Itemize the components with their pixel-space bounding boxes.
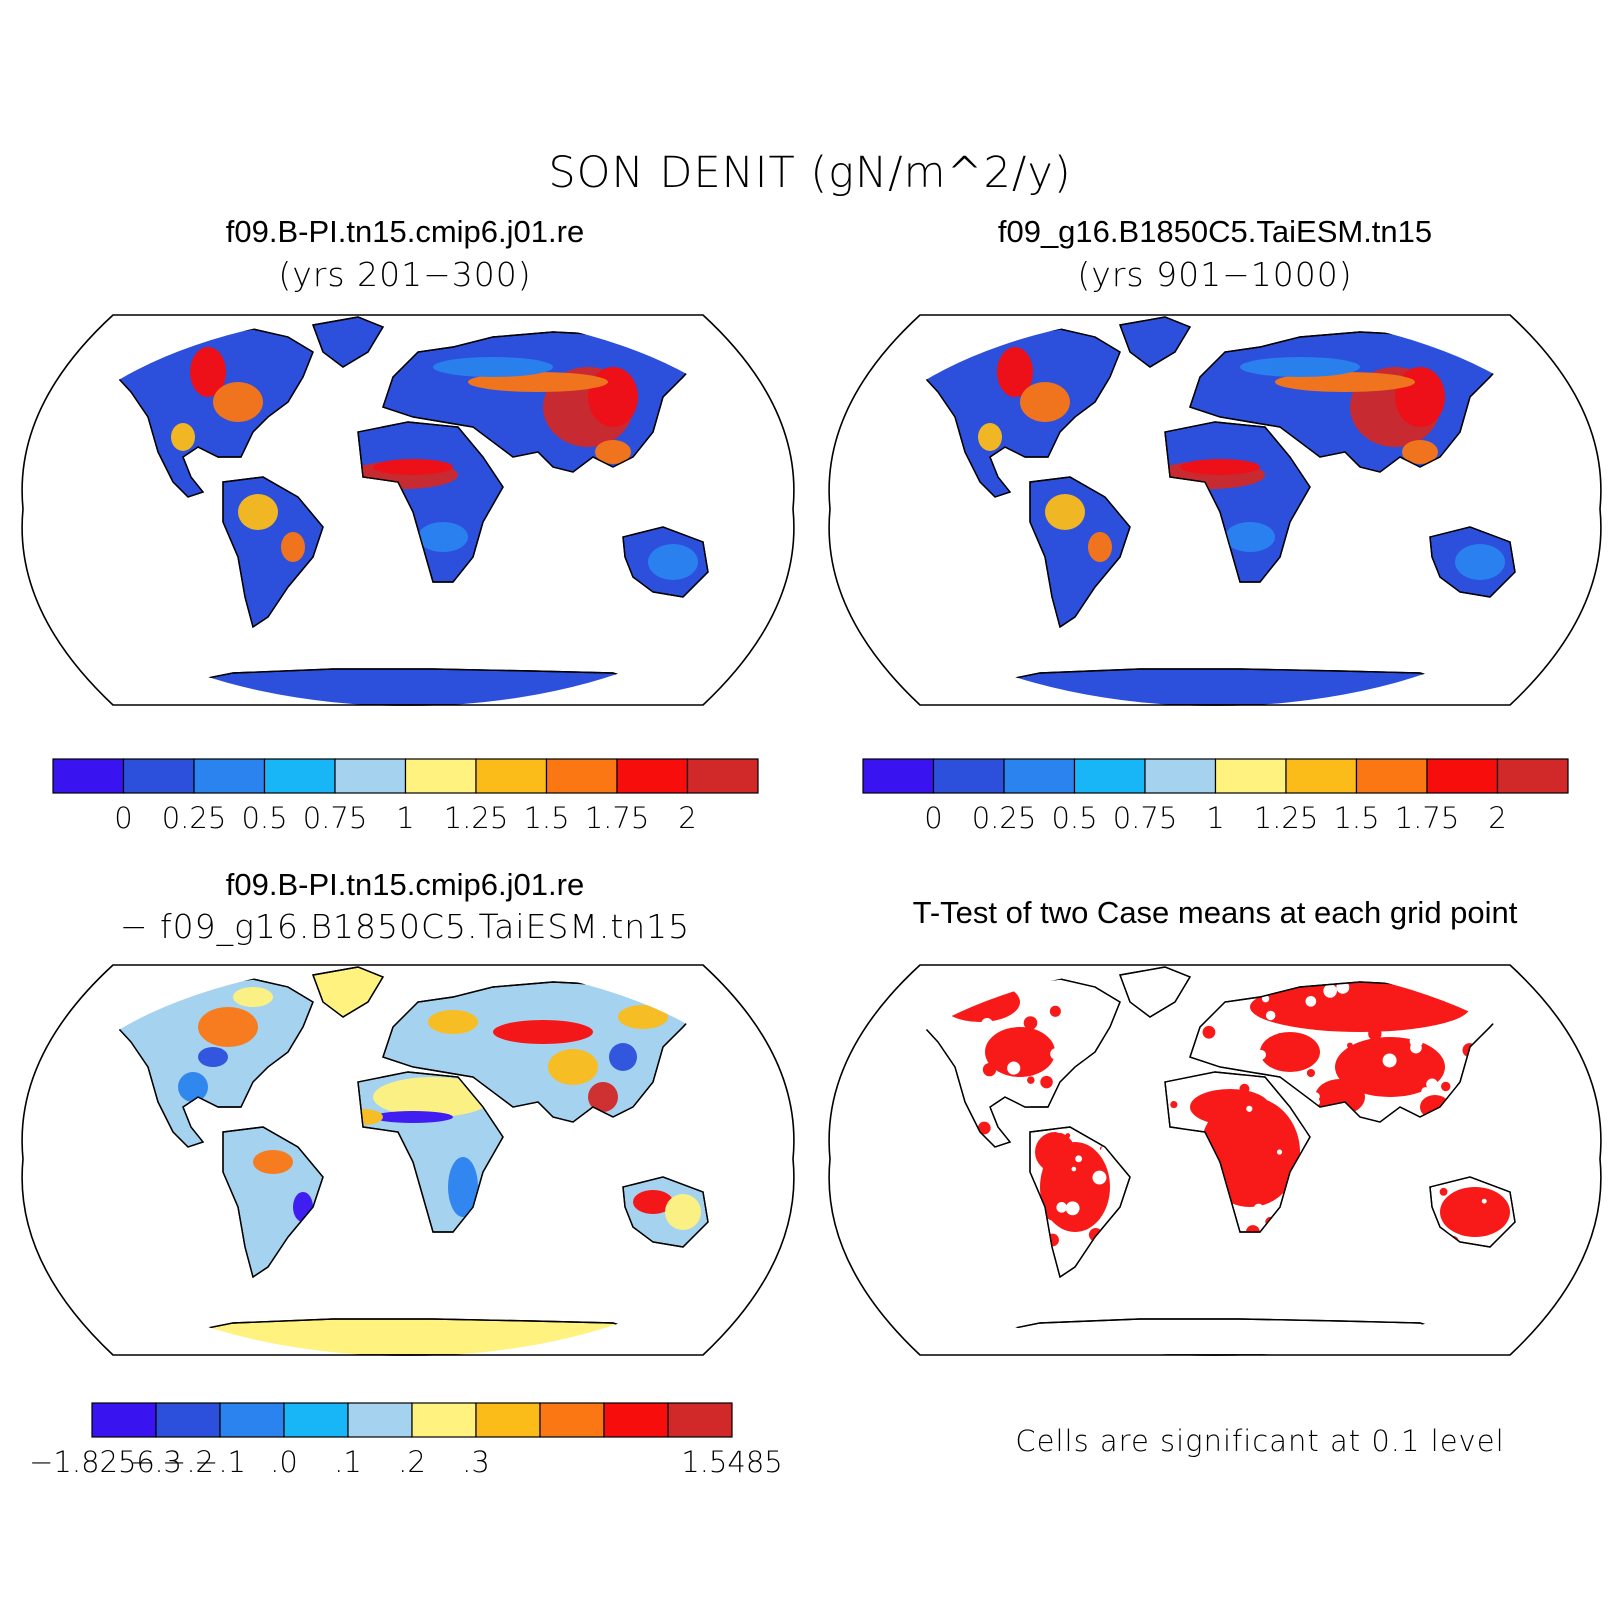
map-border [21, 314, 795, 706]
colorbar-box [475, 758, 548, 794]
colorbar-tick-label: .0 [270, 1445, 298, 1479]
panel2-subtitle: (yrs 901−1000) [1077, 255, 1353, 294]
colorbar-box [616, 758, 689, 794]
ttest-note: Cells are significant at 0.1 level [1015, 1424, 1505, 1458]
colorbar-box [1496, 758, 1569, 794]
colorbar-tick-label: 1.75 [1394, 801, 1460, 835]
colorbar-box [686, 758, 759, 794]
colorbar-panel-1 [52, 758, 759, 794]
colorbar-tick-label: −.1 [194, 1445, 246, 1479]
panel4-title: T-Test of two Case means at each grid po… [912, 895, 1518, 930]
field-pattern [178, 987, 701, 1230]
figure-title: SON DENIT (gN/m^2/y) [548, 148, 1072, 198]
colorbar-tick-label: 1.75 [584, 801, 650, 835]
colorbar-box [52, 758, 125, 794]
continent-africa [1164, 421, 1311, 583]
colorbar-box [1214, 758, 1287, 794]
colorbar-box [91, 1402, 157, 1438]
colorbar-tick-label: 1 [1206, 801, 1225, 835]
continent-greenland [1119, 316, 1192, 368]
colorbar-tick-label: 0.25 [161, 801, 227, 835]
colorbar-tick-label: .3 [462, 1445, 490, 1479]
colorbar-box [603, 1402, 669, 1438]
colorbar-tick-label: 1 [396, 801, 415, 835]
colorbar-tick-label: 0.75 [1112, 801, 1178, 835]
map-panel-2 [828, 314, 1602, 706]
colorbar-box [347, 1402, 413, 1438]
colorbar-box [862, 758, 935, 794]
map-border [828, 314, 1602, 706]
colorbar-box [539, 1402, 605, 1438]
colorbar-tick-label: −.2 [162, 1445, 214, 1479]
colorbar-box [193, 758, 266, 794]
map-border [21, 964, 795, 1356]
continent-south-america [1029, 476, 1131, 629]
colorbar-box [122, 758, 195, 794]
colorbar-box [411, 1402, 477, 1438]
colorbar-tick-label: 0.25 [971, 801, 1037, 835]
panel1-title: f09.B-PI.tn15.cmip6.j01.re [225, 214, 585, 249]
colorbar-tick-label: 0.75 [302, 801, 368, 835]
colorbar-box [545, 758, 618, 794]
map-panel-1 [21, 314, 795, 706]
colorbar-panel-2 [862, 758, 1569, 794]
colorbar-box [1144, 758, 1217, 794]
colorbar-tick-label: 1.5 [523, 801, 570, 835]
colorbar-box [667, 1402, 733, 1438]
colorbar-box [1355, 758, 1428, 794]
colorbar-tick-label: 2 [678, 801, 697, 835]
colorbar-box [334, 758, 407, 794]
colorbar-box [1003, 758, 1076, 794]
panel3-title: f09.B-PI.tn15.cmip6.j01.re [225, 867, 585, 902]
colorbar-box [1073, 758, 1146, 794]
panel1-subtitle: (yrs 201−300) [278, 255, 532, 294]
colorbar-tick-label: −.3 [130, 1445, 182, 1479]
colorbar-box [404, 758, 477, 794]
colorbar-tick-label: 1.5 [1333, 801, 1380, 835]
colorbar-box [219, 1402, 285, 1438]
colorbar-tick-label: 1.25 [443, 801, 509, 835]
colorbar-tick-label: 0.5 [241, 801, 288, 835]
field-pattern [171, 347, 698, 580]
panel3-subtitle: − f09_g16.B1850C5.TaiESM.tn15 [119, 907, 691, 946]
colorbar-tick-label: 0.5 [1051, 801, 1098, 835]
colorbar-tick-label: −1.8256 [29, 1445, 155, 1479]
continent-greenland [1119, 966, 1192, 1018]
colorbar-box [263, 758, 336, 794]
colorbar-tick-label: 1.25 [1253, 801, 1319, 835]
colorbar-box [1426, 758, 1499, 794]
colorbar-box [1285, 758, 1358, 794]
colorbar-box [932, 758, 1005, 794]
continent-south-america [222, 476, 324, 629]
colorbar-box [475, 1402, 541, 1438]
map-border [828, 964, 1602, 1356]
continent-greenland [312, 316, 385, 368]
map-panel-3 [21, 964, 795, 1356]
map-panel-4 [828, 964, 1602, 1356]
colorbar-tick-label: 0 [924, 801, 943, 835]
colorbar-box [283, 1402, 349, 1438]
continent-greenland [312, 966, 385, 1018]
panel2-title: f09_g16.B1850C5.TaiESM.tn15 [997, 214, 1433, 249]
colorbar-tick-label: .1 [334, 1445, 362, 1479]
colorbar-panel-3 [91, 1402, 733, 1438]
colorbar-tick-label: .2 [398, 1445, 426, 1479]
colorbar-tick-label: 0 [114, 801, 133, 835]
colorbar-tick-label: 1.5485 [681, 1445, 783, 1479]
colorbar-box [155, 1402, 221, 1438]
colorbar-tick-label: 2 [1488, 801, 1507, 835]
continent-africa [357, 421, 504, 583]
